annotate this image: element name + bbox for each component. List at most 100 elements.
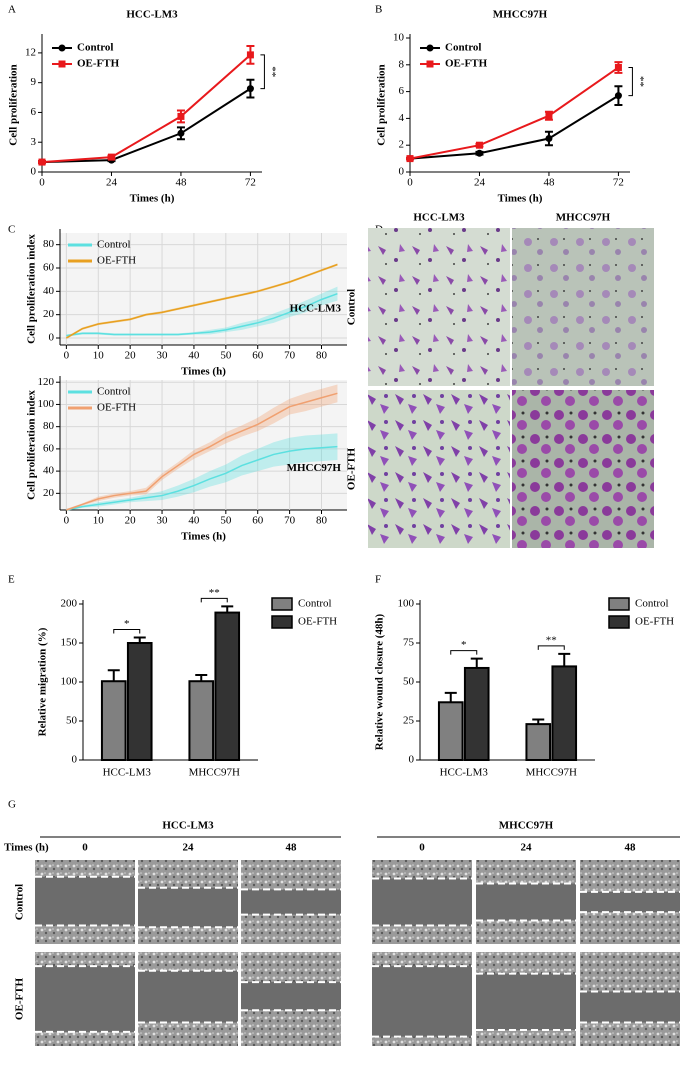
series-line xyxy=(41,54,252,164)
y-tick-label: 80 xyxy=(43,420,55,432)
x-axis-label: Times (h) xyxy=(181,366,226,378)
column-label: HCC-LM3 xyxy=(413,212,465,224)
x-tick-label: 70 xyxy=(284,515,296,527)
y-tick-label: 20 xyxy=(43,487,55,499)
group-label: MHCC97H xyxy=(499,820,554,832)
row-label: OE-FTH xyxy=(346,447,358,490)
significance-label: * xyxy=(461,639,467,651)
y-tick-label: 10 xyxy=(393,32,405,44)
marker xyxy=(38,158,46,166)
bar xyxy=(100,680,127,761)
y-tick-label: 80 xyxy=(43,238,55,250)
micrograph xyxy=(368,390,510,548)
significance-bracket xyxy=(450,650,478,655)
scratch-gap xyxy=(580,991,680,1023)
y-tick-label: 0 xyxy=(409,754,415,766)
significance-label: ** xyxy=(266,66,278,77)
y-tick-label: 20 xyxy=(43,308,55,320)
legend-label: Control xyxy=(97,239,131,251)
y-tick-label: 8 xyxy=(399,58,405,70)
y-tick-label: 0 xyxy=(399,166,405,178)
panel-label: F xyxy=(375,574,381,586)
x-tick-label: 60 xyxy=(252,515,264,527)
x-tick-label: 72 xyxy=(613,177,624,189)
x-tick-label: 0 xyxy=(64,350,70,362)
micrograph xyxy=(512,228,654,386)
y-axis-label: Relative wound closure (48h) xyxy=(374,613,386,750)
y-tick-label: 100 xyxy=(38,398,55,410)
y-axis-label: Cell proliferation index xyxy=(26,390,38,500)
marker xyxy=(475,149,483,157)
scratch-gap xyxy=(372,966,472,1037)
time-label: 0 xyxy=(82,842,88,854)
legend-label: OE-FTH xyxy=(77,58,120,70)
marker xyxy=(246,51,254,59)
bar xyxy=(551,665,578,762)
scratch-gap xyxy=(35,966,135,1032)
legend-label: OE-FTH xyxy=(635,616,674,628)
series-line xyxy=(41,87,251,164)
panel-label: A xyxy=(8,4,16,16)
legend-label: Control xyxy=(445,42,481,54)
y-tick-label: 0 xyxy=(49,332,55,344)
row-label: OE-FTH xyxy=(14,977,26,1020)
y-tick-label: 3 xyxy=(31,136,37,148)
bar xyxy=(126,642,153,761)
time-label: 0 xyxy=(419,842,425,854)
y-tick-label: 150 xyxy=(61,637,78,649)
scratch-gap xyxy=(476,973,576,1031)
column-label: MHCC97H xyxy=(556,212,611,224)
error-band xyxy=(66,433,338,512)
significance-bracket xyxy=(200,597,228,603)
x-tick-label: 72 xyxy=(245,177,256,189)
y-tick-label: 9 xyxy=(31,76,37,88)
marker xyxy=(107,153,115,161)
x-tick-label: 0 xyxy=(39,177,45,189)
legend-label: Control xyxy=(298,598,332,610)
y-tick-label: 50 xyxy=(403,676,415,688)
y-tick-label: 100 xyxy=(61,676,78,688)
y-tick-label: 75 xyxy=(403,637,415,649)
scratch-gap xyxy=(241,889,341,915)
scratch-gap xyxy=(35,876,135,926)
scratch-gap xyxy=(372,878,472,926)
x-tick-label: 70 xyxy=(284,350,296,362)
legend-label: Control xyxy=(635,598,669,610)
series-line xyxy=(409,66,619,160)
y-tick-label: 200 xyxy=(61,598,78,610)
group-label: HCC-LM3 xyxy=(162,820,214,832)
legend-swatch xyxy=(608,597,630,611)
y-axis-label: Cell proliferation index xyxy=(26,234,38,344)
scratch-gap xyxy=(241,982,341,1011)
error-bar xyxy=(444,691,457,703)
y-axis-label: Cell proliferation xyxy=(376,64,388,145)
panel-label: G xyxy=(8,799,16,811)
x-tick-label: 10 xyxy=(93,515,105,527)
x-tick-label: 0 xyxy=(407,177,413,189)
marker xyxy=(475,141,483,149)
x-tick-label: 50 xyxy=(220,515,232,527)
marker xyxy=(614,92,622,100)
row-label: Control xyxy=(14,884,26,920)
marker xyxy=(406,155,414,163)
y-tick-label: 120 xyxy=(38,376,55,388)
x-tick-label: 50 xyxy=(220,350,232,362)
significance-bracket xyxy=(537,645,565,650)
time-label: 48 xyxy=(286,842,298,854)
series-line xyxy=(65,263,338,339)
x-axis-label: Times (h) xyxy=(130,193,175,205)
x-tick-label: 80 xyxy=(316,350,328,362)
y-tick-label: 4 xyxy=(399,112,405,124)
panel-label: B xyxy=(375,4,382,16)
x-tick-label: 48 xyxy=(543,177,555,189)
micrograph xyxy=(368,228,510,386)
x-tick-label: 30 xyxy=(157,350,169,362)
x-tick-label: MHCC97H xyxy=(189,767,240,779)
y-tick-label: 40 xyxy=(43,465,55,477)
y-tick-label: 6 xyxy=(31,106,37,118)
x-tick-label: HCC-LM3 xyxy=(103,767,152,779)
y-tick-label: 60 xyxy=(43,262,55,274)
marker xyxy=(246,85,254,93)
marker xyxy=(545,112,553,120)
scratch-gap xyxy=(138,887,238,928)
